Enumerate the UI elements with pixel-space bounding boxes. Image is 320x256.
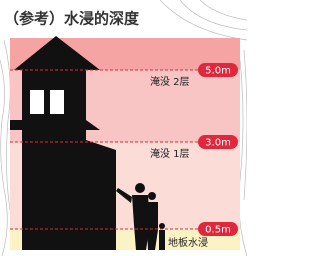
page: （参考）水浸的深度 5.0m淹没 2层3.0m淹没 1层0.5m地板水浸 (()…: [0, 0, 320, 256]
level-label: 淹没 2层: [150, 75, 190, 88]
depth-value: 3.0m: [205, 138, 231, 149]
title: （参考）水浸的深度: [4, 10, 140, 28]
level-label: 地板水浸: [168, 236, 208, 249]
depth-value: 0.5m: [205, 225, 231, 236]
level-label: 淹没 1层: [150, 147, 190, 160]
depth-value: 5.0m: [205, 66, 231, 77]
